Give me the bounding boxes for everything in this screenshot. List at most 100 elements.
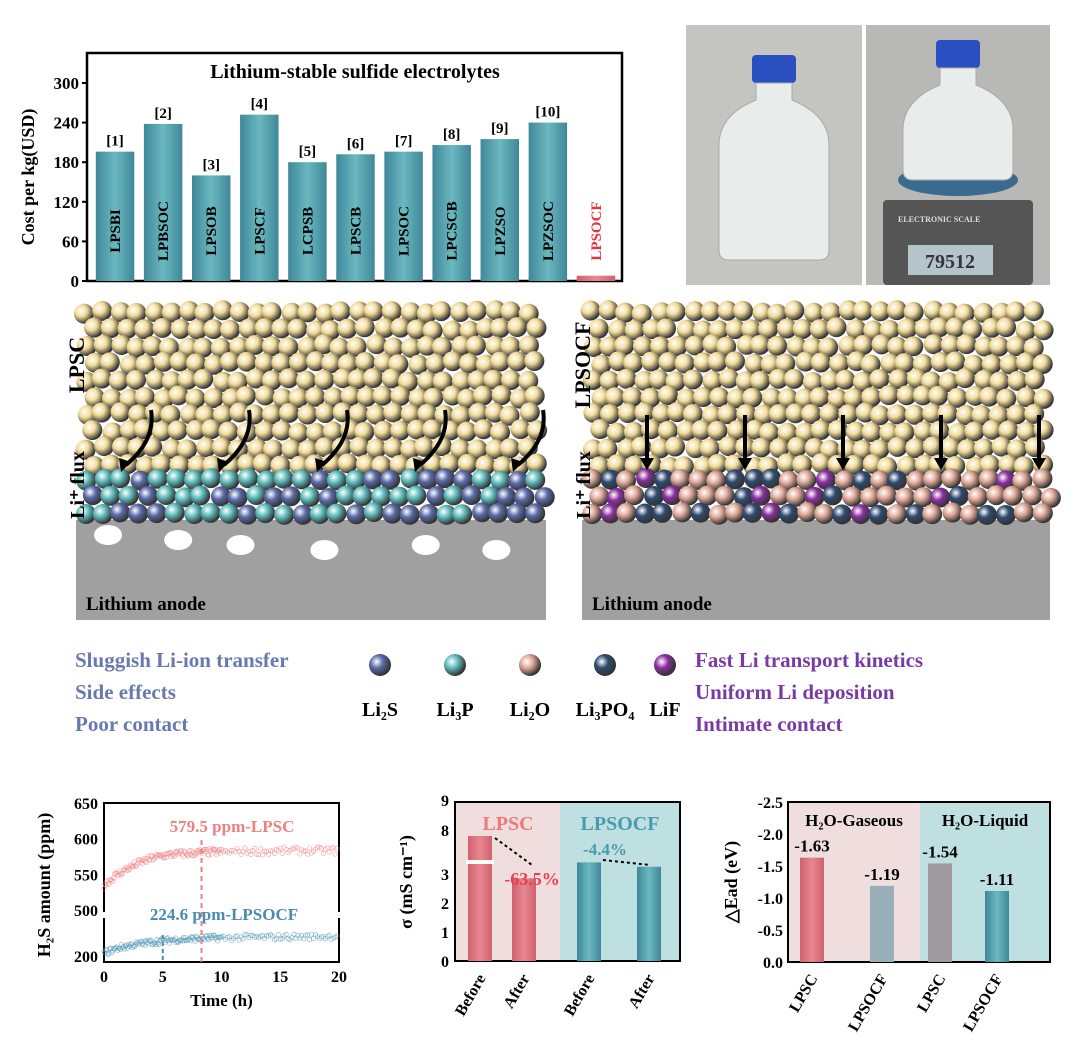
- interphase-sphere: [174, 487, 195, 508]
- group-label-lpsocf: LPSOCF: [581, 813, 660, 835]
- electrolyte-sphere: [718, 368, 739, 389]
- electrolyte-sphere: [451, 335, 472, 356]
- interphase-sphere: [146, 503, 167, 524]
- h2s-point-LPSC: [332, 851, 338, 857]
- legend-label: Li₃PO₄: [576, 699, 635, 721]
- h2s-point-LPSC: [252, 846, 258, 852]
- electrolyte-sphere: [665, 436, 686, 457]
- electrolyte-sphere: [650, 438, 671, 459]
- electrolyte-sphere: [465, 335, 486, 356]
- h2s-y-tick-label: 200: [74, 949, 98, 966]
- interphase-sphere: [654, 469, 675, 490]
- anode-label: Lithium anode: [592, 594, 712, 615]
- h2s-point-LPSOCF: [240, 936, 246, 942]
- h2s-point-LPSC: [254, 851, 260, 857]
- electrolyte-sphere: [468, 402, 489, 423]
- ead-x-tick-label: LPSC: [914, 972, 949, 1016]
- ead-y-tick-label: 0.0: [763, 955, 783, 972]
- bottle-cap: [752, 55, 796, 83]
- ead-value-label: -1.11: [980, 870, 1014, 889]
- electrolyte-sphere: [431, 436, 452, 457]
- interphase-sphere: [822, 485, 843, 506]
- lpsocf-annotation: 224.6 ppm-LPSOCF: [150, 905, 298, 924]
- interphase-sphere: [582, 504, 603, 525]
- electrolyte-sphere: [634, 402, 655, 423]
- li-flux-arrowhead: [836, 458, 850, 470]
- interphase-sphere: [452, 504, 473, 525]
- electrolyte-sphere: [467, 439, 488, 460]
- electrolyte-sphere: [777, 388, 798, 409]
- interphase-sphere: [227, 487, 248, 508]
- h2s-point-LPSC: [123, 867, 130, 873]
- group-label-lpsc: LPSC: [482, 813, 533, 835]
- electrolyte-sphere: [650, 336, 671, 357]
- electrolyte-sphere: [356, 386, 377, 407]
- cost-bar-LPSOC: [384, 151, 423, 281]
- electrolyte-sphere: [271, 318, 292, 339]
- h2s-point-LPSOCF: [258, 933, 264, 939]
- electrolyte-sphere: [725, 319, 746, 340]
- electrolyte-sphere: [818, 337, 839, 358]
- electrolyte-sphere: [693, 352, 714, 373]
- electrolyte-sphere: [389, 454, 410, 475]
- h2s-point-LPSOCF: [218, 934, 225, 940]
- electrolyte-sphere: [499, 405, 520, 426]
- electrolyte-sphere: [262, 439, 283, 460]
- electrolyte-sphere: [315, 303, 336, 324]
- electrolyte-sphere: [973, 302, 994, 323]
- interphase-sphere: [400, 468, 421, 489]
- electrolyte-sphere: [322, 421, 343, 442]
- h2s-point-LPSC: [133, 863, 139, 870]
- electrolyte-sphere: [597, 438, 618, 459]
- electrolyte-sphere: [473, 419, 494, 440]
- electrolyte-sphere: [707, 453, 728, 474]
- electrolyte-sphere: [583, 402, 604, 423]
- electrolyte-sphere: [92, 300, 113, 321]
- interphase-sphere: [948, 485, 969, 506]
- electrolyte-sphere: [656, 318, 677, 339]
- interphase-sphere: [708, 504, 729, 525]
- interphase-sphere: [706, 470, 727, 491]
- electrolyte-sphere: [1015, 320, 1036, 341]
- interphase-sphere: [309, 503, 330, 524]
- electrolyte-sphere: [110, 302, 131, 323]
- interphase-sphere: [76, 504, 97, 525]
- electrolyte-sphere: [425, 353, 446, 374]
- interphase-sphere: [184, 469, 205, 490]
- h2s-point-LPSC: [206, 852, 212, 858]
- h2s-point-LPSC: [189, 853, 195, 859]
- electrolyte-sphere: [372, 385, 393, 406]
- electrolyte-sphere: [422, 419, 443, 440]
- li-flux-arrow: [418, 409, 448, 467]
- h2s-point-LPSOCF: [273, 936, 279, 942]
- interphase-sphere: [942, 502, 963, 523]
- electrolyte-sphere: [203, 319, 224, 340]
- h2s-point-LPSC: [248, 851, 254, 857]
- electrolyte-sphere: [526, 317, 547, 338]
- electrolyte-sphere: [507, 317, 528, 338]
- flux-label: Li⁺ flux: [573, 451, 595, 519]
- electrolyte-sphere: [982, 419, 1003, 440]
- lithium-anode: [76, 520, 546, 620]
- electrolyte-sphere: [281, 439, 302, 460]
- li-flux-arrowhead: [1032, 458, 1046, 470]
- h2s-point-LPSOCF: [242, 931, 248, 938]
- h2s-point-LPSC: [267, 848, 274, 854]
- electrolyte-sphere: [852, 371, 873, 392]
- ead-bar-2: [928, 863, 952, 962]
- electrolyte-sphere: [777, 422, 798, 443]
- interphase-sphere: [534, 487, 555, 508]
- electrolyte-sphere: [897, 455, 918, 476]
- h2s-point-LPSOCF: [148, 937, 154, 943]
- electrolyte-sphere: [244, 404, 265, 425]
- electrolyte-sphere: [804, 437, 825, 458]
- h2s-x-tick-label: 0: [100, 969, 108, 986]
- h2s-point-LPSC: [162, 854, 168, 860]
- electrolyte-sphere: [91, 402, 112, 423]
- electrolyte-sphere: [622, 386, 643, 407]
- electrolyte-sphere: [676, 319, 697, 340]
- electrolyte-sphere: [196, 437, 217, 458]
- electrolyte-sphere: [846, 319, 867, 340]
- electrolyte-sphere: [281, 302, 302, 323]
- electrolyte-sphere: [651, 403, 672, 424]
